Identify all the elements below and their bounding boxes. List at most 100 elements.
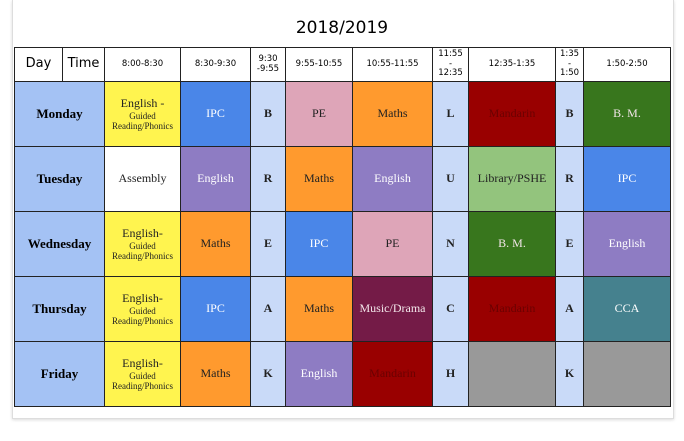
day-cell: Tuesday (14, 146, 105, 212)
break-cell: R (555, 146, 584, 212)
cell-text: IPC (309, 236, 329, 251)
break-cell: N (432, 211, 469, 277)
title: 2018/2019 (295, 18, 389, 38)
lesson-cell: IPC (180, 81, 251, 147)
lesson-cell: Maths (285, 146, 353, 212)
cell-text: C (446, 301, 455, 316)
lesson-cell: English (285, 341, 353, 407)
lesson-cell (468, 341, 556, 407)
day-cell: Monday (14, 81, 105, 147)
cell-text: -9:55 (256, 63, 280, 74)
cell-text: IPC (617, 171, 637, 186)
cell-text: U (446, 171, 455, 186)
lesson-cell: English - Guided Reading/Phonics (104, 81, 181, 147)
cell-text: E (263, 236, 272, 251)
column-header: 1:50-2:50 (583, 47, 671, 82)
column-header: 11:55-12:35 (432, 47, 469, 82)
day-row: Monday English - Guided Reading/Phonics IPC B… (14, 81, 671, 147)
cell-text: English- (122, 355, 163, 370)
timetable: Day Time 8:00-8:30 8:30-9:30 9:30 -9:55 9:55-1… (14, 47, 671, 407)
column-header: 10:55-11:55 (352, 47, 433, 82)
cell-text: B (565, 106, 574, 121)
column-header: Day (14, 47, 63, 82)
column-header: 12:35-1:35 (468, 47, 556, 82)
cell-text: A (263, 301, 273, 316)
break-cell: U (432, 146, 469, 212)
lesson-cell: Maths (180, 211, 251, 277)
day-cell: Friday (14, 341, 105, 407)
cell-text: Maths (200, 236, 231, 251)
lesson-cell: Mandarin (468, 81, 556, 147)
cell-text: Mandarin (369, 366, 416, 381)
cell-text: Maths (304, 171, 334, 186)
cell-text: English (608, 236, 646, 251)
cell-text: Guided (129, 305, 156, 316)
cell-text: K (564, 366, 575, 381)
cell-text: A (565, 301, 574, 316)
cell-text: Guided (129, 370, 156, 381)
lesson-cell: CCA (583, 276, 671, 342)
cell-text: 8:30-9:30 (194, 58, 237, 69)
cell-text: - (448, 58, 453, 69)
break-cell: A (555, 276, 584, 342)
lesson-cell: Mandarin (468, 276, 556, 342)
column-header: Time (62, 47, 105, 82)
header-row: Day Time 8:00-8:30 8:30-9:30 9:30 -9:55 9:55-1… (14, 47, 671, 82)
lesson-cell: IPC (180, 276, 251, 342)
cell-text: Maths (377, 106, 408, 121)
cell-text: IPC (206, 106, 225, 121)
cell-text: Mandarin (488, 301, 536, 316)
cell-text: 8:00-8:30 (121, 58, 164, 69)
cell-text: Maths (200, 366, 231, 381)
cell-text: English (197, 171, 234, 186)
cell-text: 12:35-1:35 (488, 58, 536, 69)
day-row: Wednesday English- Guided Reading/Phonics Ma… (14, 211, 671, 277)
lesson-cell: Mandarin (352, 341, 433, 407)
cell-text: 9:30 (258, 53, 278, 64)
column-header: 9:55-10:55 (285, 47, 353, 82)
cell-text: English (374, 171, 411, 186)
lesson-cell: Library/PSHE (468, 146, 556, 212)
cell-text: L (446, 106, 455, 121)
break-cell: B (250, 81, 286, 147)
break-cell: C (432, 276, 469, 342)
cell-text: R (263, 171, 273, 186)
cell-text: English - (120, 95, 165, 110)
cell-text: E (565, 236, 574, 251)
cell-text: English- (122, 290, 163, 305)
cell-text: B (263, 106, 272, 121)
cell-text: 10:55-11:55 (366, 58, 419, 69)
lesson-cell: Maths (352, 81, 433, 147)
cell-text: N (446, 236, 455, 251)
cell-text: K (263, 366, 273, 381)
day-row: Friday English- Guided Reading/Phonics Maths… (14, 341, 671, 407)
day-cell: Thursday (14, 276, 105, 342)
lesson-cell: B. M. (468, 211, 556, 277)
cell-text: Time (67, 56, 100, 72)
lesson-cell: English (583, 211, 671, 277)
lesson-cell: PE (285, 81, 353, 147)
cell-text: IPC (206, 301, 225, 316)
cell-text: - (567, 58, 572, 69)
cell-text: 9:55-10:55 (295, 58, 343, 69)
lesson-cell: PE (352, 211, 433, 277)
lesson-cell: Assembly (104, 146, 181, 212)
lesson-cell: English (180, 146, 251, 212)
break-cell: A (250, 276, 286, 342)
lesson-cell: B. M. (583, 81, 671, 147)
cell-text: Maths (304, 301, 334, 316)
cell-text: 12:35 (438, 68, 463, 79)
cell-text: 1:50-2:50 (606, 58, 648, 69)
cell-text: Reading/Phonics (112, 250, 173, 261)
cell-text: Guided (129, 110, 156, 121)
lesson-cell: English (352, 146, 433, 212)
break-cell: E (250, 211, 286, 277)
lesson-cell: Maths (285, 276, 353, 342)
cell-text: 11:55 (438, 48, 463, 59)
cell-text: Reading/Phonics (112, 380, 173, 391)
day-row: Thursday English- Guided Reading/Phonics IPC… (14, 276, 671, 342)
cell-text: B. M. (498, 236, 526, 251)
column-header: 9:30 -9:55 (250, 47, 286, 82)
cell-text: 1:35 (559, 48, 580, 59)
break-cell: H (432, 341, 469, 407)
